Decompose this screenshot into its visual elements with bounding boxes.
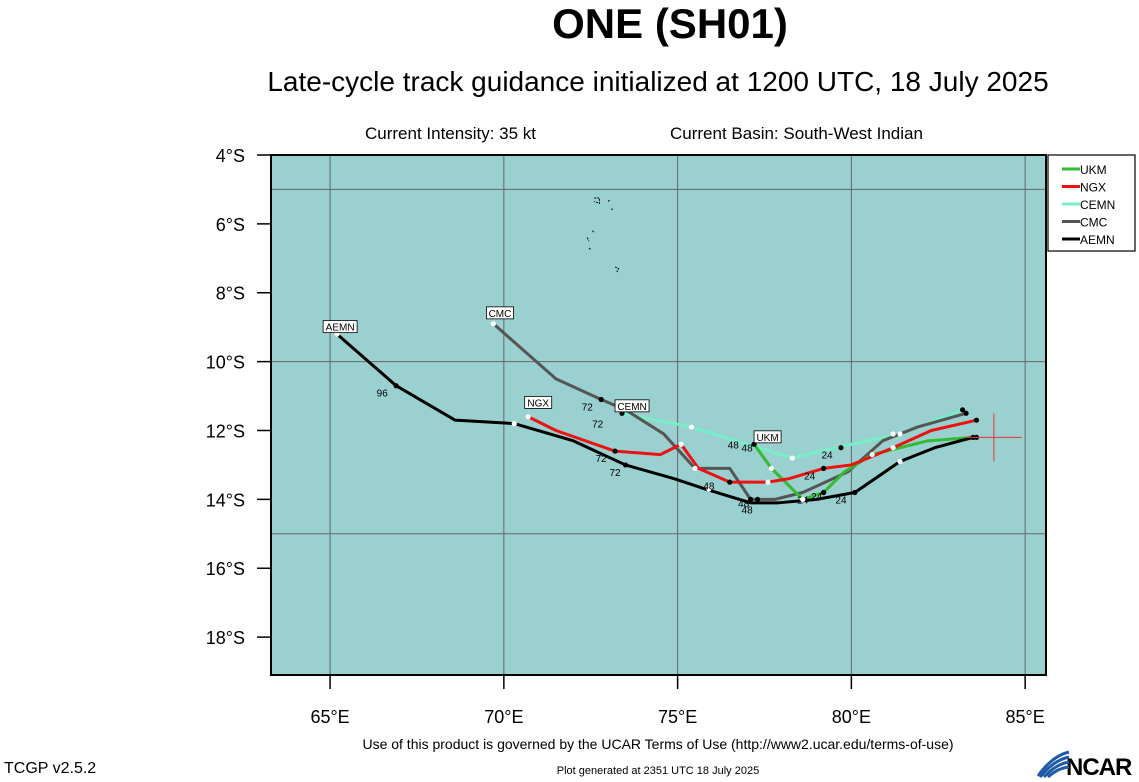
forecast-point-aemn xyxy=(706,486,712,492)
forecast-hour-label: 24 xyxy=(835,495,847,506)
legend-label-ukm: UKM xyxy=(1080,163,1107,177)
forecast-point-cmc xyxy=(747,496,754,502)
model-tag-box xyxy=(753,430,782,444)
forecast-point-ukm xyxy=(869,452,875,458)
y-tick-label: 14°S xyxy=(206,490,245,510)
forecast-hour-label: 72 xyxy=(592,420,604,431)
forecast-point-cmc xyxy=(490,321,497,327)
y-tick-label: 6°S xyxy=(216,215,245,235)
page-title: ONE (SH01) xyxy=(552,0,788,47)
generated-timestamp: Plot generated at 2351 UTC 18 July 2025 xyxy=(556,765,760,777)
model-tag-box xyxy=(524,395,553,409)
y-tick-label: 8°S xyxy=(216,284,245,304)
y-tick-label: 16°S xyxy=(206,559,245,579)
forecast-point-aemn xyxy=(511,421,517,427)
model-tag-box xyxy=(322,320,358,334)
forecast-point-ngx xyxy=(820,465,827,471)
forecast-point-cmc xyxy=(692,465,698,471)
forecast-hour-label: 48 xyxy=(738,499,750,510)
forecast-point-cmc xyxy=(598,396,604,403)
forecast-point-cmc xyxy=(890,431,896,437)
island-outline xyxy=(594,197,600,204)
forecast-hour-label: 48 xyxy=(728,440,740,451)
forecast-hour-label: 72 xyxy=(596,454,608,465)
island-outline xyxy=(614,266,620,273)
x-tick-label: 85°E xyxy=(1006,707,1045,727)
x-tick-label: 70°E xyxy=(484,707,523,727)
x-tick-label: 80°E xyxy=(832,707,871,727)
model-tag-box xyxy=(614,399,650,413)
ocean-background xyxy=(271,155,1046,675)
forecast-point-ngx xyxy=(765,479,771,485)
island-outline xyxy=(611,208,613,211)
model-tag: CEMN xyxy=(617,402,646,413)
forecast-point-ngx xyxy=(525,414,531,420)
forecast-point-cemn xyxy=(688,424,695,430)
y-tick-label: 12°S xyxy=(206,421,245,441)
forecast-point-ngx xyxy=(890,445,896,451)
island-outline xyxy=(592,230,595,233)
plot-frame xyxy=(270,154,1047,676)
forecast-hour-label: 72 xyxy=(582,402,594,413)
island-outline xyxy=(586,237,590,242)
terms-of-use: Use of this product is governed by the U… xyxy=(362,736,954,752)
forecast-point-aemn xyxy=(897,458,903,465)
version-label: TCGP v2.5.2 xyxy=(4,760,97,777)
island-outline xyxy=(607,199,611,202)
forecast-point-cmc xyxy=(963,410,969,416)
legend-label-aemn: AEMN xyxy=(1080,233,1115,247)
forecast-hour-label: 72 xyxy=(609,468,621,479)
track-ukm xyxy=(752,435,974,501)
forecast-point-aemn xyxy=(800,496,806,502)
model-tag: CMC xyxy=(489,309,512,320)
legend-label-cmc: CMC xyxy=(1080,216,1108,230)
track-aemn xyxy=(336,332,974,505)
forecast-point-ngx xyxy=(612,448,618,454)
forecast-point-ukm xyxy=(820,489,827,496)
legend-label-cemn: CEMN xyxy=(1080,198,1115,212)
forecast-point-aemn xyxy=(852,489,858,496)
forecast-hour-label: 24 xyxy=(821,451,833,462)
current-basin: Current Basin: South-West Indian xyxy=(670,124,923,143)
x-tick-label: 65°E xyxy=(310,707,349,727)
forecast-hour-label: 24 xyxy=(811,492,823,503)
model-tag-box xyxy=(486,306,514,320)
forecast-point-aemn xyxy=(393,383,399,389)
forecast-hour-label: 48 xyxy=(742,506,754,517)
forecast-point-ukm xyxy=(768,465,775,471)
ncar-logo-icon xyxy=(1036,750,1070,778)
forecast-point-ngx xyxy=(973,417,980,423)
track-cmc xyxy=(492,322,967,501)
x-tick-label: 75°E xyxy=(658,707,697,727)
model-tag: AEMN xyxy=(326,323,355,334)
model-tag: NGX xyxy=(527,398,549,409)
model-tag: UKM xyxy=(756,433,778,444)
y-tick-label: 4°S xyxy=(216,146,245,166)
forecast-point-cemn xyxy=(789,455,795,461)
forecast-point-cemn xyxy=(897,431,903,437)
forecast-hour-label: 96 xyxy=(377,389,389,400)
forecast-point-ngx xyxy=(678,441,684,447)
legend-label-ngx: NGX xyxy=(1080,181,1106,195)
forecast-hour-label: 48 xyxy=(703,482,715,493)
track-ngx xyxy=(527,415,977,484)
page-subtitle: Late-cycle track guidance initialized at… xyxy=(267,66,1049,97)
forecast-point-cemn xyxy=(959,407,966,413)
forecast-point-cemn xyxy=(838,445,844,451)
current-intensity: Current Intensity: 35 kt xyxy=(365,124,537,143)
y-tick-label: 18°S xyxy=(206,628,245,648)
island-outline xyxy=(588,247,592,251)
forecast-point-ngx xyxy=(727,479,733,485)
forecast-point-aemn xyxy=(622,462,629,468)
forecast-hour-label: 48 xyxy=(742,444,754,455)
forecast-hour-label: 24 xyxy=(804,471,816,482)
ncar-logo: NCAR xyxy=(1066,754,1132,781)
y-tick-label: 10°S xyxy=(206,353,245,373)
forecast-point-aemn xyxy=(754,496,761,502)
